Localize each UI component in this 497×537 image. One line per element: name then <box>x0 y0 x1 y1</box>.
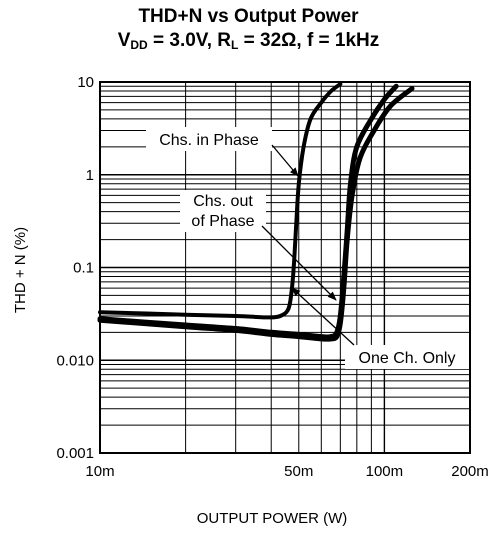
annotation-one-ch-only-leader <box>291 287 355 346</box>
x-tick-label: 50m <box>284 463 313 480</box>
y-tick-label: 0.1 <box>73 260 94 277</box>
x-tick-label: 100m <box>366 463 404 480</box>
vdd-value: = 3.0V, R <box>147 30 232 51</box>
annotation-chs-out-of-phase-leader <box>261 225 337 301</box>
annotation-one-ch-only-box <box>345 345 469 369</box>
grid <box>99 81 471 454</box>
annotation-chs-in-phase-leader <box>271 144 299 177</box>
annotation-chs-in-phase-box <box>146 127 272 151</box>
series-line-chs-in-phase <box>98 82 343 320</box>
rl-subscript: L <box>231 38 239 52</box>
y-tick-label: 0.001 <box>56 445 94 462</box>
y-tick-label: 1 <box>86 167 94 184</box>
annotation-chs-out-of-phase-text: of Phase <box>191 213 254 230</box>
annotations: Chs. in Phase Chs. out of Phase One Ch. Onl… <box>146 127 469 369</box>
annotation-one-ch-only-text: One Ch. Only <box>359 350 456 367</box>
annotation-chs-out-of-phase-text: Chs. out <box>193 193 253 210</box>
chart-subtitle: VDD = 3.0V, RL = 32Ω, f = 1kHz <box>0 30 497 52</box>
annotation-chs-in-phase-text: Chs. in Phase <box>159 132 259 149</box>
y-axis-label: THD + N (%) <box>12 227 29 313</box>
x-axis-label: OUTPUT POWER (W) <box>197 510 348 527</box>
plot-frame <box>99 81 471 454</box>
chart-title: THD+N vs Output Power <box>138 6 359 27</box>
x-tick-label: 10m <box>85 463 114 480</box>
plot-border <box>99 81 471 454</box>
vdd-subscript: DD <box>130 38 148 52</box>
series-line-one-ch-only <box>97 86 415 342</box>
rl-value: = 32Ω, f = 1kHz <box>238 30 380 51</box>
annotation-chs-out-of-phase-box <box>180 190 266 232</box>
tick-labels: 0.001 0.010 0.1 1 10 10m 50m 100m 200m <box>56 74 488 480</box>
y-tick-label: 10 <box>77 74 94 91</box>
vdd-symbol: V <box>117 30 131 51</box>
y-tick-label: 0.010 <box>56 352 94 369</box>
x-tick-label: 200m <box>451 463 489 480</box>
series-group <box>97 82 415 342</box>
